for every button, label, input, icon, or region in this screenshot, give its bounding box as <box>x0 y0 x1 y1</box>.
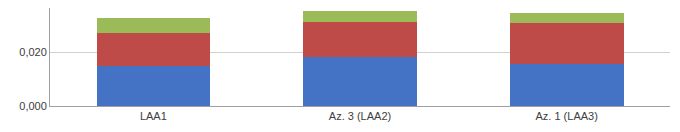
svg-text:Az. 3 (LAA2): Az. 3 (LAA2) <box>329 110 391 122</box>
svg-text:0,000: 0,000 <box>19 100 47 112</box>
svg-text:0,020: 0,020 <box>19 46 47 58</box>
svg-text:LAA1: LAA1 <box>140 110 167 122</box>
svg-text:Az. 1 (LAA3): Az. 1 (LAA3) <box>535 110 597 122</box>
